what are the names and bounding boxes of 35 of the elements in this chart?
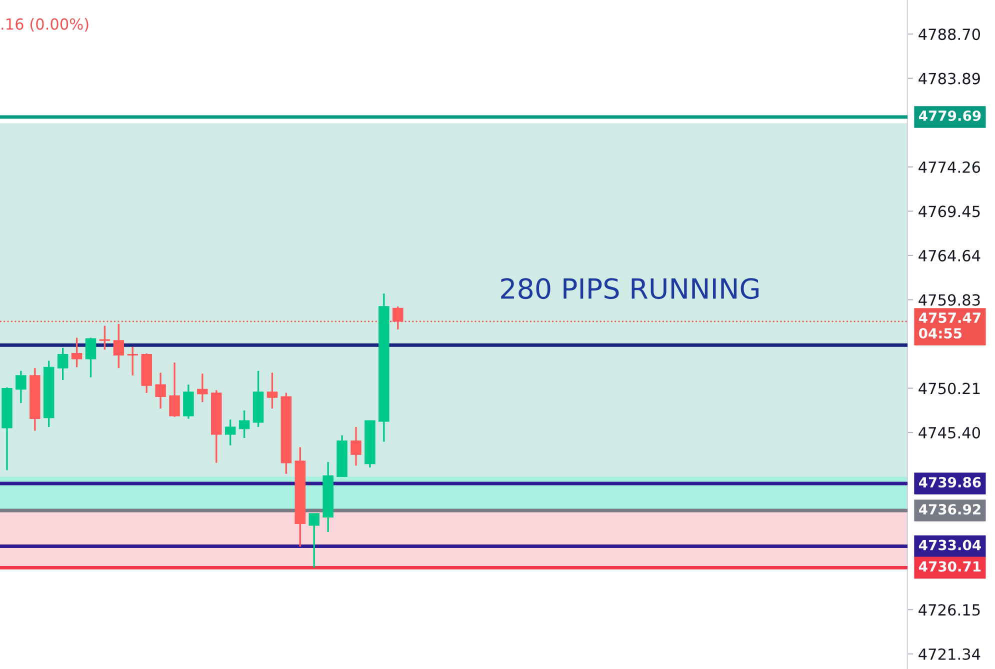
candlestick <box>155 372 166 410</box>
y-tick-label: 4774.26 <box>918 161 980 173</box>
candlestick <box>183 384 194 420</box>
candlestick <box>99 324 110 351</box>
y-tick-label: 4783.89 <box>918 72 980 84</box>
ref-line-label: 4730.71 <box>918 561 981 572</box>
candlestick <box>16 370 26 404</box>
candlestick <box>224 418 236 446</box>
candlestick <box>308 512 320 569</box>
ref-line-label: 4739.86 <box>918 477 981 488</box>
candlestick <box>57 347 68 381</box>
candlestick <box>85 336 96 378</box>
y-tick-label: 4788.70 <box>918 28 980 40</box>
annotation: .16 (0.00%) <box>2 18 88 32</box>
candlestick <box>392 306 404 330</box>
candlestick <box>113 323 124 369</box>
y-tick-label: 4726.15 <box>918 604 980 616</box>
candlestick <box>350 426 362 466</box>
candlestick <box>197 372 208 403</box>
y-tick-label: 4769.45 <box>918 206 980 218</box>
candlestick <box>127 346 138 376</box>
ref-line-label: 4757.47 04:55 <box>918 312 980 339</box>
candlestick <box>71 336 82 368</box>
candlestick <box>169 362 180 418</box>
ref-line-label: 4733.04 <box>918 540 981 550</box>
y-tick-label: 4745.40 <box>918 426 980 439</box>
candlestick <box>266 372 278 410</box>
annotation: 280 PIPS RUNNING <box>501 278 759 300</box>
y-tick-label: 4750.21 <box>918 382 980 394</box>
ref-line-label: 4736.92 <box>918 504 980 515</box>
candlestick <box>238 410 250 439</box>
y-tick-label: 4759.83 <box>918 294 980 306</box>
ref-line-label: 4779.69 <box>918 110 981 121</box>
y-tick-label: 4721.34 <box>918 648 980 660</box>
y-tick-label: 4764.64 <box>918 250 980 262</box>
